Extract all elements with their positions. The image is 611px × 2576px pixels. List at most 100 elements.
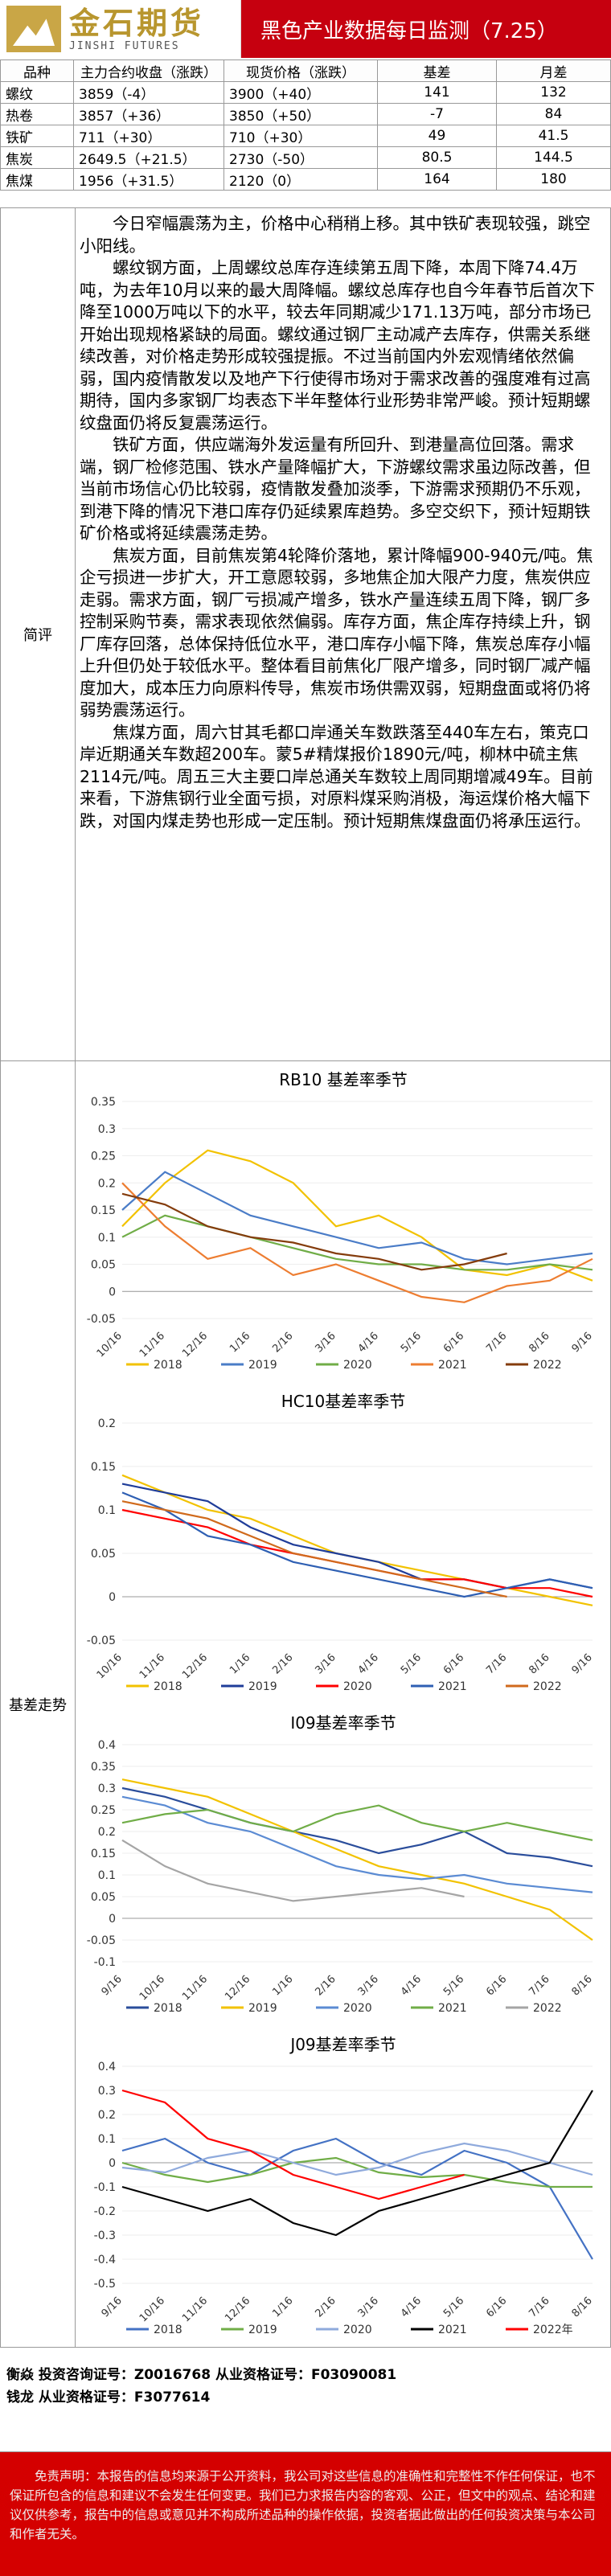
i09-chart-svg: I09基差率季节 0.4 0.35 0.3 0.25 0.2 0.15 0.1 0.05 0 -0.… [87,1713,595,2015]
x-tick-label: 6/16 [441,1651,466,1676]
table-row: 螺纹 3859（-4） 3900（+40） 141 132 [0,81,611,104]
table-cell: 3900（+40） [223,81,378,104]
x-tick-label: 11/16 [137,1330,167,1360]
table-cell: 热卷 [0,103,74,125]
legend-label: 2019 [248,1359,277,1372]
y-tick-label: 0.35 [91,1761,116,1774]
x-tick-label: 6/16 [484,2295,509,2320]
company-logo: 金石期货 JINSHI FUTURES [0,0,241,58]
x-tick-label: 9/16 [100,1973,125,1998]
y-tick-label: 0.4 [98,1739,116,1752]
legend-label: 2021 [438,1680,467,1693]
y-tick-label: 0.25 [91,1151,116,1163]
table-cell: 80.5 [377,146,497,169]
x-tick-label: 7/16 [527,1973,552,1998]
charts-section: 基差走势 RB10 基差率季节 0.35 0.3 0.25 0.2 0.15 0.1 0.05… [0,1061,611,2348]
chart-title: RB10 基差率季节 [279,1070,407,1089]
x-tick-label: 11/16 [180,2295,210,2324]
x-tick-label: 7/16 [527,2295,552,2320]
table-cell: 41.5 [496,125,611,147]
header: 金石期货 JINSHI FUTURES 黑色产业数据每日监测（7.25） [0,0,611,58]
legend-label: 2022 [533,2002,562,2015]
y-tick-label: 0.1 [98,2133,116,2146]
x-tick-label: 10/16 [95,1651,125,1681]
y-tick-label: 0.3 [98,1782,116,1795]
table-cell: 49 [377,125,497,147]
table-cell: 84 [496,103,611,125]
legend-label: 2019 [248,1680,277,1693]
report-title-bar: 黑色产业数据每日监测（7.25） [241,0,611,58]
legend-label: 2020 [343,2324,372,2336]
table-cell: 141 [377,81,497,104]
hc10-chart: HC10基差率季节 0.2 0.15 0.1 0.05 0 -0.05 10/16 11/16 1… [78,1383,609,1700]
series-line-2020 [121,1795,593,1893]
series-line-2021 [121,2090,593,2237]
x-tick-label: 1/16 [228,1651,252,1676]
y-tick-label: 0.15 [91,1461,116,1474]
disclaimer: 免责声明：本报告的信息均来源于公开资料，我公司对这些信息的准确性和完整性不作任何… [0,2452,611,2576]
y-tick-label: 0.1 [98,1504,116,1517]
x-tick-label: 3/16 [313,1651,338,1676]
y-tick-label: -0.5 [94,2278,116,2291]
comment-paragraph: 螺纹钢方面，上周螺纹总库存连续第五周下降，本周下降74.4万吨，为去年10月以来… [80,258,596,433]
series-line-2018 [121,1786,593,1868]
series-line-2018 [121,2137,593,2260]
x-tick-label: 1/16 [270,1973,295,1998]
x-tick-label: 1/16 [270,2295,295,2320]
table-cell: 2649.5（+21.5） [73,146,224,169]
comment-paragraph: 焦炭方面，目前焦炭第4轮降价落地，累计降幅900-940元/吨。焦企亏损进一步扩… [80,545,593,720]
comment-body: 今日窄幅震荡为主，价格中心稍稍上移。其中铁矿表现较强，跳空小阳线。 螺纹钢方面，… [80,213,605,832]
table-cell: 焦煤 [0,168,74,191]
i09-chart: I09基差率季节 0.4 0.35 0.3 0.25 0.2 0.15 0.1 0.05 0 -0.… [78,1704,609,2022]
chart-title: J09基差率季节 [289,2035,396,2054]
series-line-2022年 [121,2089,465,2201]
y-tick-label: 0 [109,1591,116,1604]
series-line-2021 [121,1804,593,1841]
report-title: 黑色产业数据每日监测（7.25） [260,18,558,43]
x-tick-label: 11/16 [180,1973,210,2003]
y-tick-label: -0.4 [94,2254,116,2266]
x-tick-label: 12/16 [223,1973,252,2003]
legend-label: 2020 [343,1680,372,1693]
x-tick-label: 11/16 [137,1651,167,1681]
x-tick-label: 9/16 [100,2295,125,2320]
x-tick-label: 12/16 [180,1330,210,1360]
x-tick-label: 1/16 [228,1330,252,1355]
y-tick-label: 0 [109,1913,116,1926]
legend-label: 2018 [154,2002,182,2015]
comment-paragraph: 今日窄幅震荡为主，价格中心稍稍上移。其中铁矿表现较强，跳空小阳线。 [80,214,591,256]
table-cell: 132 [496,81,611,104]
y-tick-label: 0 [109,1286,116,1298]
series-line-2022 [121,1192,507,1271]
x-tick-label: 2/16 [270,1651,295,1676]
analyst-line: 钱龙 从业资格证号：F3077614 [6,2389,211,2406]
x-tick-label: 6/16 [484,1973,509,1998]
price-table-header: 品种 主力合约收盘（涨跌） 现货价格（涨跌） 基差 月差 [0,59,611,82]
table-row: 铁矿 711（+30） 710（+30） 49 41.5 [0,125,611,147]
y-tick-label: -0.1 [94,2181,116,2194]
series-line-2020 [121,2142,593,2176]
table-cell: -7 [377,103,497,125]
header-cell: 现货价格（涨跌） [223,59,378,82]
table-cell: 2120（0） [223,168,378,191]
x-tick-label: 9/16 [570,1651,595,1676]
table-row: 热卷 3857（+36） 3850（+50） -7 84 [0,103,611,125]
y-tick-label: 0.05 [91,1891,116,1904]
chart-title: I09基差率季节 [290,1713,396,1733]
series-line-2019 [121,1171,593,1265]
x-tick-label: 10/16 [137,2295,167,2324]
x-tick-label: 9/16 [570,1330,595,1355]
table-cell: 2730（-50） [223,146,378,169]
legend-label: 2018 [154,2324,182,2336]
analyst-line: 衡焱 投资咨询证号：Z0016768 从业资格证号：F03090081 [6,2367,397,2383]
y-tick-label: 0.2 [98,1177,116,1190]
table-cell: 180 [496,168,611,191]
x-tick-label: 7/16 [484,1330,509,1355]
series-line-2022 [121,1500,507,1598]
rb10-chart: RB10 基差率季节 0.35 0.3 0.25 0.2 0.15 0.1 0.05 0 -0.0… [78,1061,609,1379]
header-cell: 主力合约收盘（涨跌） [73,59,224,82]
table-cell: 3857（+36） [73,103,224,125]
x-tick-label: 12/16 [180,1651,210,1681]
x-tick-label: 5/16 [399,1330,424,1355]
series-line-2022 [121,1839,465,1902]
